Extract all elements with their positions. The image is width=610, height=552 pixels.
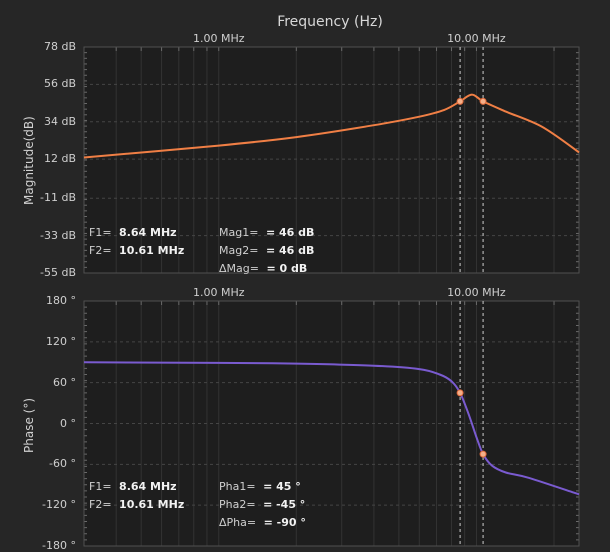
mag2-value: = 46 dB bbox=[265, 244, 315, 257]
pha1-readout: Pha1= = 45 ° bbox=[219, 480, 301, 493]
mag1-value: = 46 dB bbox=[265, 226, 315, 239]
mag-y-tick-label: -11 dB bbox=[40, 191, 76, 205]
pha-plot-frame bbox=[83, 300, 580, 547]
delta-pha-readout: ΔPha= = -90 ° bbox=[219, 516, 306, 529]
pha-x-tick-label: 10.00 MHz bbox=[447, 286, 506, 299]
pha-marker-2 bbox=[479, 450, 487, 458]
pha-f1-label: F1= bbox=[89, 480, 112, 493]
pha1-label: Pha1= bbox=[219, 480, 256, 493]
mag-y-tick-label: -33 dB bbox=[40, 228, 76, 242]
pha-marker-1 bbox=[456, 389, 464, 397]
mag-f2-readout: F2= 10.61 MHz bbox=[89, 244, 184, 257]
mag-x-tick-label: 10.00 MHz bbox=[447, 32, 506, 45]
pha-f2-value: 10.61 MHz bbox=[119, 498, 185, 511]
pha-y-tick-label: -180 ° bbox=[42, 539, 76, 552]
pha2-readout: Pha2= = -45 ° bbox=[219, 498, 305, 511]
mag-y-tick-label: 12 dB bbox=[43, 152, 76, 166]
pha-y-tick-label: 120 ° bbox=[46, 334, 76, 348]
mag1-readout: Mag1= = 46 dB bbox=[219, 226, 314, 239]
mag-f1-value: 8.64 MHz bbox=[119, 226, 177, 239]
pha-y-tick-label: 60 ° bbox=[53, 375, 76, 389]
pha2-label: Pha2= bbox=[219, 498, 256, 511]
pha-y-axis-title: Phase (°) bbox=[22, 397, 36, 453]
delta-mag-value: = 0 dB bbox=[266, 262, 308, 275]
pha-y-tick-label: 0 ° bbox=[60, 416, 76, 430]
mag-f1-label: F1= bbox=[89, 226, 112, 239]
mag-f1-readout: F1= 8.64 MHz bbox=[89, 226, 177, 239]
pha-f1-readout: F1= 8.64 MHz bbox=[89, 480, 177, 493]
pha-x-tick-label: 1.00 MHz bbox=[192, 286, 245, 299]
delta-mag-readout: ΔMag= = 0 dB bbox=[219, 262, 307, 275]
pha-f2-readout: F2= 10.61 MHz bbox=[89, 498, 184, 511]
mag2-label: Mag2= bbox=[219, 244, 259, 257]
delta-pha-value: = -90 ° bbox=[263, 516, 306, 529]
mag-series-line bbox=[83, 93, 580, 159]
mag-f2-value: 10.61 MHz bbox=[119, 244, 185, 257]
mag-y-tick-label: 56 dB bbox=[43, 77, 76, 91]
pha-y-tick-label: 180 ° bbox=[46, 294, 76, 307]
mag-y-tick-label: 78 dB bbox=[43, 40, 76, 53]
pha-f2-label: F2= bbox=[89, 498, 112, 511]
mag-marker-2 bbox=[479, 97, 487, 105]
mag-plot-area bbox=[84, 47, 579, 273]
mag-y-tick-label: 34 dB bbox=[43, 114, 76, 128]
pha-y-tick-label: -120 ° bbox=[42, 498, 76, 512]
mag1-label: Mag1= bbox=[219, 226, 259, 239]
mag-marker-1 bbox=[456, 97, 464, 105]
mag-y-tick-label: -55 dB bbox=[40, 266, 76, 279]
mag-x-tick-label: 1.00 MHz bbox=[192, 32, 245, 45]
pha-y-tick-label: -60 ° bbox=[49, 457, 76, 471]
frequency-axis-title: Frequency (Hz) bbox=[277, 14, 383, 30]
mag-f2-label: F2= bbox=[89, 244, 112, 257]
pha-series-line bbox=[83, 361, 580, 496]
delta-pha-label: ΔPha= bbox=[219, 516, 257, 529]
mag-plot-frame bbox=[83, 46, 580, 274]
delta-mag-label: ΔMag= bbox=[219, 262, 259, 275]
pha2-value: = -45 ° bbox=[263, 498, 306, 511]
pha1-value: = 45 ° bbox=[263, 480, 301, 493]
mag2-readout: Mag2= = 46 dB bbox=[219, 244, 314, 257]
pha-f1-value: 8.64 MHz bbox=[119, 480, 177, 493]
mag-y-axis-title: Magnitude(dB) bbox=[22, 116, 36, 205]
